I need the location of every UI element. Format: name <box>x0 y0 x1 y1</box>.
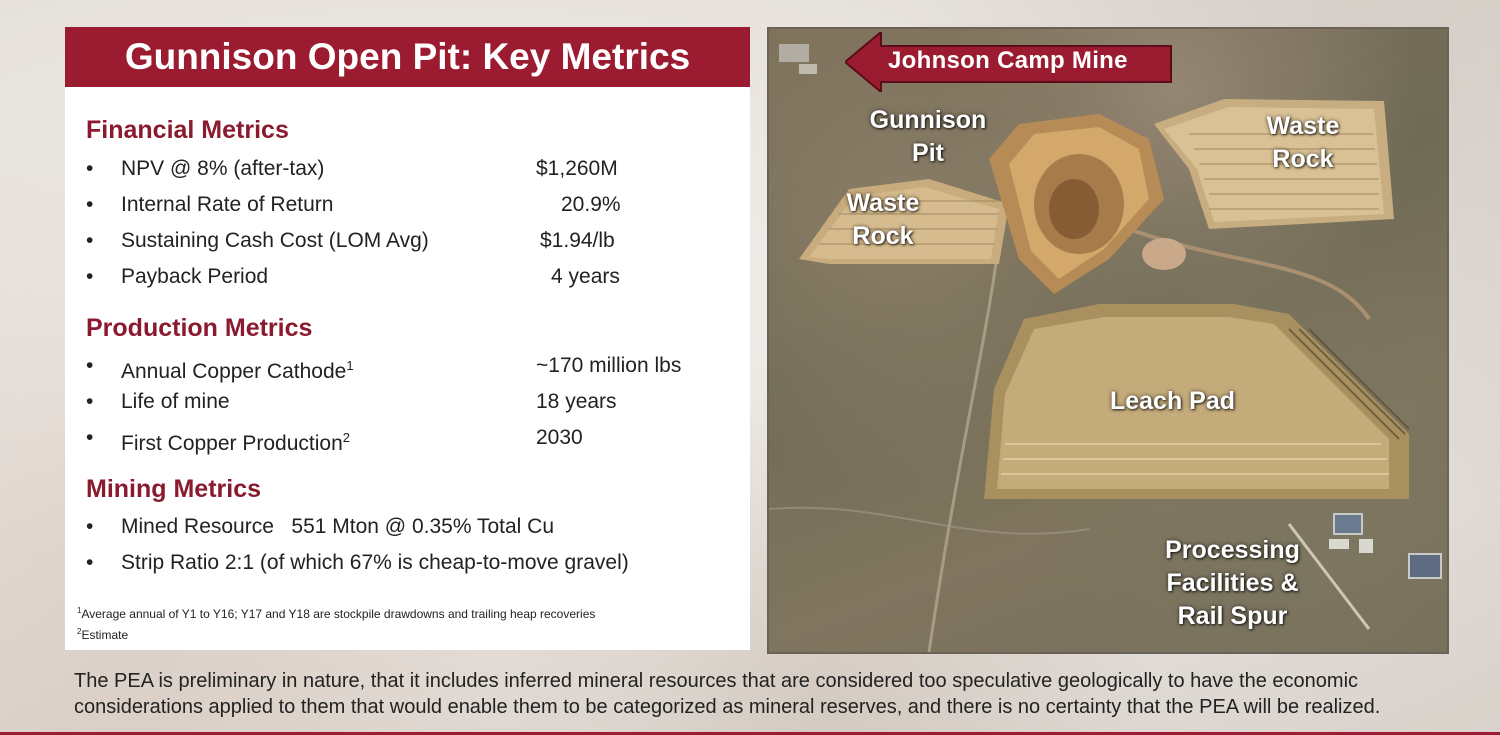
metric-value: $1,260M <box>536 157 618 180</box>
bullet: • <box>86 426 94 449</box>
metric-row: • Mined Resource 551 Mton @ 0.35% Total … <box>86 514 726 540</box>
metric-row: • Sustaining Cash Cost (LOM Avg) $1.94/l… <box>86 228 726 254</box>
metric-row: • Payback Period 4 years <box>86 264 726 290</box>
map-label-waste-rock-left: Waste Rock <box>846 189 920 250</box>
metric-label: Sustaining Cash Cost (LOM Avg) <box>121 229 429 252</box>
metric-label: First Copper Production2 <box>121 430 350 455</box>
disclaimer-text: The PEA is preliminary in nature, that i… <box>74 670 1381 718</box>
site-map-image <box>767 27 1449 654</box>
metric-label: NPV @ 8% (after-tax) <box>121 157 325 180</box>
metric-row: • Life of mine 18 years <box>86 389 726 415</box>
bottom-divider <box>0 732 1500 735</box>
arrow-left-icon <box>845 32 1172 92</box>
metric-label: Payback Period <box>121 265 269 288</box>
map-label-waste-rock-right: Waste Rock <box>1266 112 1340 173</box>
metric-value: 18 years <box>536 390 617 413</box>
metric-value: ~170 million lbs <box>536 354 682 377</box>
bullet: • <box>86 193 94 216</box>
bullet: • <box>86 265 94 288</box>
page-title: Gunnison Open Pit: Key Metrics <box>65 27 750 87</box>
footnotes: 1Average annual of Y1 to Y16; Y17 and Y1… <box>77 602 595 644</box>
bullet: • <box>86 551 94 574</box>
bullet: • <box>86 390 94 413</box>
metric-value: 4 years <box>551 265 620 288</box>
map-label-leach-pad: Leach Pad <box>1109 387 1236 415</box>
section-heading-financial: Financial Metrics <box>86 116 289 144</box>
metric-label: Annual Copper Cathode1 <box>121 358 354 383</box>
metrics-panel <box>65 27 750 650</box>
metric-label: Internal Rate of Return <box>121 193 334 216</box>
metric-row: • First Copper Production2 2030 <box>86 425 726 455</box>
footnote-mark: 1 <box>346 358 354 373</box>
footnote-mark: 2 <box>342 430 350 445</box>
footnote: 2Estimate <box>77 627 129 642</box>
metric-label: Strip Ratio 2:1 (of which 67% is cheap-t… <box>121 551 629 574</box>
metric-value: 20.9% <box>561 193 621 216</box>
section-heading-mining: Mining Metrics <box>86 475 262 503</box>
bullet: • <box>86 157 94 180</box>
footnote: 1Average annual of Y1 to Y16; Y17 and Y1… <box>77 606 596 621</box>
map-illustration <box>769 44 1442 652</box>
arrow-label: Johnson Camp Mine <box>888 47 1128 74</box>
metric-row: • Annual Copper Cathode1 ~170 million lb… <box>86 353 726 383</box>
bullet: • <box>86 229 94 252</box>
metric-value: $1.94/lb <box>540 229 615 252</box>
metric-row: • Strip Ratio 2:1 (of which 67% is cheap… <box>86 550 726 576</box>
section-heading-production: Production Metrics <box>86 314 313 342</box>
metric-row: • NPV @ 8% (after-tax) $1,260M <box>86 156 726 182</box>
bullet: • <box>86 515 94 538</box>
map-label-processing: Processing Facilities & Rail Spur <box>1165 536 1300 630</box>
metric-row: • Internal Rate of Return 20.9% <box>86 192 726 218</box>
map-label-gunnison-pit: Gunnison Pit <box>869 106 987 167</box>
bullet: • <box>86 354 94 377</box>
metric-value: 2030 <box>536 426 583 449</box>
metric-label: Mined Resource 551 Mton @ 0.35% Total Cu <box>121 515 554 538</box>
metric-label: Life of mine <box>121 390 230 413</box>
